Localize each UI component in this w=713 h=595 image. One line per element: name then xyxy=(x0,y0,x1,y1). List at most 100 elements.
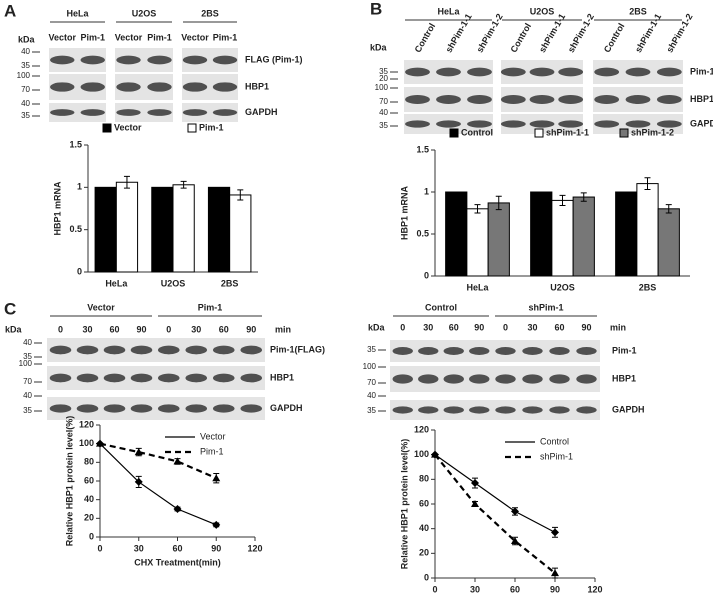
bar xyxy=(551,199,574,277)
y-tick-label: 1.5 xyxy=(416,144,429,154)
lane-label: shPim-1-2 xyxy=(566,12,596,54)
blot-band xyxy=(185,373,208,383)
y-tick-label: 0 xyxy=(424,270,429,280)
marker-label: 35 xyxy=(23,352,32,361)
group-label: shPim-1 xyxy=(528,302,563,312)
lane-label: 90 xyxy=(136,324,146,334)
blot-band xyxy=(147,82,172,92)
blot-band xyxy=(500,67,526,77)
bar xyxy=(229,194,252,273)
y-tick-label: 0.5 xyxy=(416,228,429,238)
blot-band xyxy=(500,120,526,128)
blot-band xyxy=(529,95,555,104)
blot-band xyxy=(130,345,153,355)
blot-band xyxy=(594,67,620,77)
x-tick-label: U2OS xyxy=(550,282,575,292)
x-tick-label: 0 xyxy=(432,584,437,594)
lane-label: 0 xyxy=(166,324,171,334)
legend-label: shPim-1-1 xyxy=(546,127,589,137)
error-bar xyxy=(552,567,558,579)
blot-band xyxy=(469,347,490,355)
blot-band xyxy=(443,374,464,384)
blot-band xyxy=(495,374,516,384)
x-tick-label: 120 xyxy=(587,584,602,594)
blot-band xyxy=(436,120,461,128)
lane-label: 90 xyxy=(581,322,591,332)
unit-label: min xyxy=(610,322,626,332)
x-tick-label: 2BS xyxy=(639,282,657,292)
blot-band xyxy=(558,120,584,128)
blot-band xyxy=(436,95,461,104)
error-bar xyxy=(665,204,672,214)
row-label: GAPDH xyxy=(690,118,713,128)
group-label: 2BS xyxy=(629,6,647,16)
legend-label: Vector xyxy=(200,431,226,441)
blot-band xyxy=(418,347,439,355)
lane-label: 0 xyxy=(400,322,405,332)
y-tick-label: 100 xyxy=(414,449,429,459)
legend-swatch xyxy=(619,128,629,138)
y-tick-label: 120 xyxy=(414,424,429,434)
blot-band xyxy=(656,95,682,104)
y-tick-label: 120 xyxy=(79,419,94,429)
bar xyxy=(615,191,638,277)
bar xyxy=(172,184,195,273)
bar xyxy=(657,208,680,277)
blot-band xyxy=(240,404,263,413)
y-axis-label: HBP1 mRNA xyxy=(399,185,409,240)
blot-band xyxy=(469,374,490,384)
error-bar xyxy=(512,536,518,546)
blot-band xyxy=(392,374,413,384)
blot-band xyxy=(576,406,597,414)
blot-band xyxy=(147,109,172,116)
blot-band xyxy=(212,345,235,355)
blot-band xyxy=(656,120,682,128)
series-line xyxy=(99,443,217,526)
x-tick-label: 60 xyxy=(172,543,182,553)
marker-label: 40 xyxy=(379,108,388,117)
blot-band xyxy=(392,406,413,414)
marker-label: 70 xyxy=(367,378,376,387)
y-tick-label: 60 xyxy=(419,498,429,508)
marker-label: 100 xyxy=(17,71,31,80)
marker-label: 70 xyxy=(23,377,32,386)
marker-label: 35 xyxy=(23,406,32,415)
blot-strip xyxy=(390,400,600,420)
blot-band xyxy=(522,406,543,414)
bar xyxy=(151,186,174,273)
x-tick-label: 2BS xyxy=(221,278,239,288)
lane-label: 60 xyxy=(219,324,229,334)
group-label: U2OS xyxy=(530,6,555,16)
blot-band xyxy=(103,373,126,383)
blot-band xyxy=(418,374,439,384)
y-tick-label: 0 xyxy=(424,572,429,582)
blot-band xyxy=(50,55,75,65)
x-tick-label: HeLa xyxy=(466,282,489,292)
lane-label: Vector xyxy=(181,32,209,42)
marker-label: 40 xyxy=(23,338,32,347)
lane-label: Control xyxy=(413,21,438,54)
blot-band xyxy=(576,347,597,355)
x-tick-label: 90 xyxy=(550,584,560,594)
legend-swatch xyxy=(449,128,459,138)
blot-band xyxy=(76,404,99,413)
error-bar xyxy=(559,194,566,206)
blot-band xyxy=(157,404,180,413)
lane-label: Vector xyxy=(115,32,143,42)
blot-band xyxy=(405,120,430,128)
lane-label: 30 xyxy=(82,324,92,334)
error-bar xyxy=(474,204,481,214)
x-tick-label: 90 xyxy=(211,543,221,553)
lane-label: Vector xyxy=(48,32,76,42)
blot-band xyxy=(212,404,235,413)
kda-label: kDa xyxy=(18,34,36,44)
error-bar xyxy=(135,447,142,457)
lane-label: shPim-1-1 xyxy=(537,12,567,54)
blot-band xyxy=(116,82,141,92)
blot-band xyxy=(240,373,263,383)
blot-band xyxy=(436,67,461,77)
blot-band xyxy=(469,406,490,414)
marker-label: 35 xyxy=(367,406,376,415)
marker-label: 20 xyxy=(379,74,388,83)
marker-label: 70 xyxy=(379,97,388,106)
